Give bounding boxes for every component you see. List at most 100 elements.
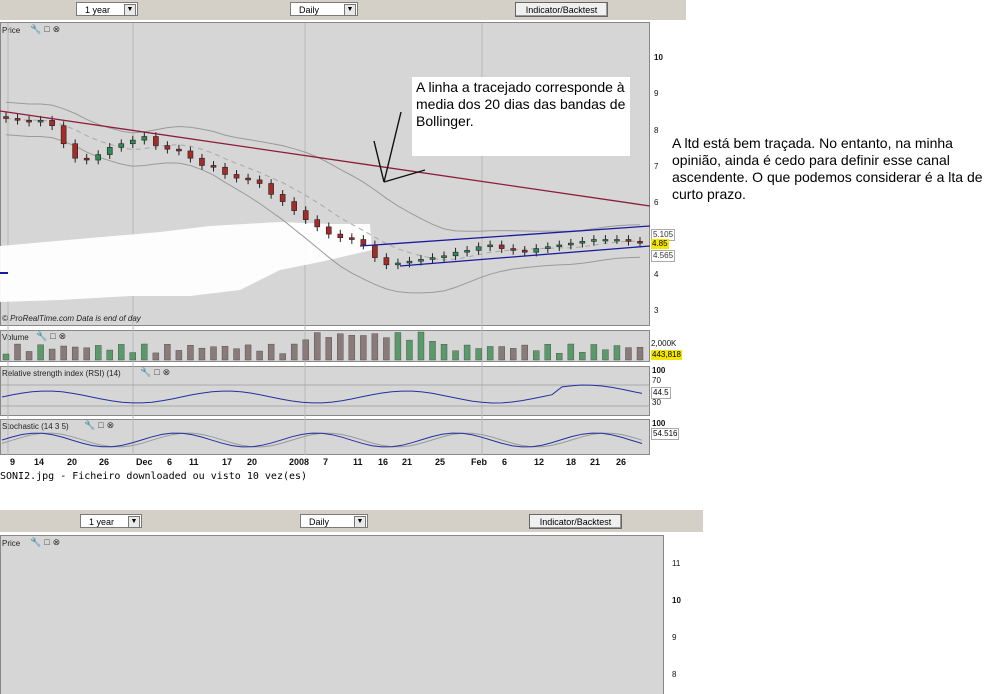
x-label: 20: [67, 457, 78, 467]
close-icon[interactable]: ⊗: [58, 331, 70, 341]
volume-bar: [325, 337, 332, 361]
stochastic-panel-title: Stochastic (14 3 5): [2, 422, 69, 431]
candle-body: [245, 177, 251, 181]
x-label: 6: [167, 457, 173, 467]
candle-body: [625, 239, 632, 242]
close-icon[interactable]: ⊗: [52, 24, 64, 34]
volume-panel-title: Volume: [2, 333, 29, 342]
bottom-interval-select[interactable]: Daily ▼: [300, 514, 368, 528]
volume-bar: [383, 337, 390, 361]
bottom-price-tick-10: 10: [672, 596, 681, 605]
volume-bar: [348, 335, 356, 361]
volume-bar: [141, 343, 148, 361]
x-label: Dec: [136, 457, 153, 467]
volume-bar: [394, 332, 402, 361]
lower-band-value: 4.565: [651, 250, 676, 262]
window-icon[interactable]: □: [44, 24, 53, 34]
top-interval-select[interactable]: Daily ▼: [290, 2, 358, 16]
price-tick-4: 4: [654, 270, 659, 279]
volume-tick: 2,000K: [651, 339, 677, 348]
candle-body: [510, 248, 517, 251]
price-panel-tools[interactable]: 🔧□⊗: [30, 24, 63, 35]
candle-body: [302, 210, 309, 220]
x-label: 26: [616, 457, 627, 467]
candle-body: [452, 251, 459, 257]
volume-bar: [221, 346, 229, 361]
volume-bar: [60, 345, 67, 361]
volume-bar: [567, 343, 575, 361]
bottom-indicator-backtest-button[interactable]: Indicator/Backtest: [529, 514, 622, 529]
volume-bar: [198, 347, 206, 361]
candle-body: [325, 226, 332, 235]
wrench-icon[interactable]: 🔧: [30, 24, 45, 34]
bottom-price-panel-tools[interactable]: 🔧□⊗: [30, 537, 63, 548]
bollinger-upper-band: [5, 101, 641, 232]
wrench-icon[interactable]: 🔧: [30, 537, 45, 547]
candle-body: [49, 119, 55, 126]
candle-body: [429, 257, 436, 260]
bottom-price-panel-title: Price: [2, 539, 21, 548]
candle-body: [464, 250, 470, 253]
top-period-select[interactable]: 1 year ▼: [76, 2, 138, 16]
stochastic-tick-100: 100: [652, 419, 666, 428]
close-icon[interactable]: ⊗: [162, 367, 174, 377]
bottom-price-tick-8: 8: [672, 670, 677, 679]
volume-bar: [406, 339, 413, 361]
stochastic-signal-line: [1, 432, 643, 448]
candle-body: [521, 250, 528, 253]
price-tick-7: 7: [654, 162, 659, 171]
candle-body: [533, 248, 540, 253]
volume-bar: [544, 344, 551, 361]
annotation-box: [412, 77, 630, 156]
volume-bar: [71, 346, 79, 361]
side-note: A ltd está bem traçada. No entanto, na m…: [672, 135, 983, 202]
close-icon[interactable]: ⊗: [106, 420, 118, 430]
candle-body: [591, 239, 597, 242]
rsi-tick-30: 30: [652, 398, 661, 407]
wrench-icon[interactable]: 🔧: [84, 420, 99, 430]
volume-bar: [244, 344, 252, 361]
image-artifact: [0, 222, 372, 302]
window-icon[interactable]: □: [154, 367, 163, 377]
window-icon[interactable]: □: [44, 537, 53, 547]
rsi-panel-tools[interactable]: 🔧□⊗: [140, 367, 173, 378]
top-indicator-backtest-button[interactable]: Indicator/Backtest: [515, 2, 608, 17]
channel-lower-line: [399, 245, 651, 267]
volume-bar: [83, 347, 90, 361]
candle-body: [556, 244, 563, 248]
window-icon[interactable]: □: [50, 331, 59, 341]
bottom-period-value: 1 year: [89, 517, 115, 527]
volume-bar: [429, 341, 436, 361]
rsi-tick-70: 70: [652, 376, 661, 385]
volume-bar: [279, 353, 286, 361]
candle-body: [337, 233, 344, 239]
wrench-icon[interactable]: 🔧: [36, 331, 51, 341]
rsi-tick-100: 100: [652, 366, 666, 375]
volume-bar: [636, 346, 644, 361]
rsi-panel-title: Relative strength index (RSI) (14): [2, 369, 121, 378]
volume-bar: [175, 350, 183, 361]
close-icon[interactable]: ⊗: [52, 537, 64, 547]
candle-body: [176, 148, 182, 152]
volume-bar: [625, 347, 632, 361]
volume-bar: [521, 344, 528, 361]
volume-value: 443,818: [651, 350, 682, 360]
stochastic-panel: [0, 419, 650, 455]
x-label: 21: [590, 457, 601, 467]
candle-body: [153, 136, 159, 146]
bottom-price-tick-9: 9: [672, 633, 677, 642]
price-panel-title: Price: [2, 26, 21, 35]
stochastic-panel-tools[interactable]: 🔧□⊗: [84, 420, 117, 431]
volume-bar: [498, 346, 505, 361]
bottom-period-select[interactable]: 1 year ▼: [80, 514, 142, 528]
volume-bar: [37, 344, 44, 361]
chevron-down-icon: ▼: [344, 4, 356, 16]
x-label: 2008: [289, 457, 310, 467]
candle-body: [118, 143, 125, 148]
volume-panel-tools[interactable]: 🔧□⊗: [36, 331, 69, 342]
chevron-down-icon: ▼: [124, 4, 136, 16]
window-icon[interactable]: □: [98, 420, 107, 430]
candle-body: [37, 119, 44, 123]
wrench-icon[interactable]: 🔧: [140, 367, 155, 377]
